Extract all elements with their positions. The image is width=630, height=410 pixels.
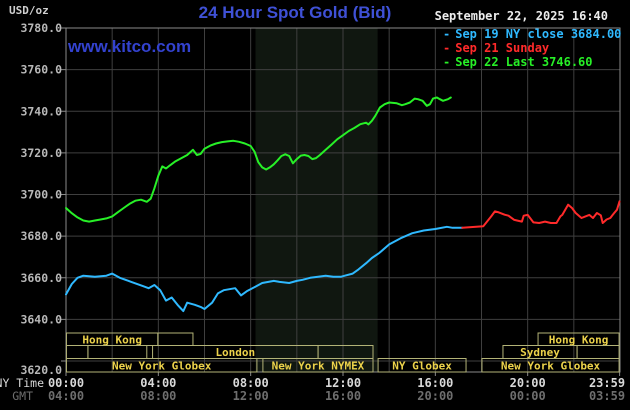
x-tick-gmt: 12:00 xyxy=(233,389,269,403)
legend-label: Sep 21 Sunday xyxy=(455,41,550,55)
x-tick-gmt: 00:00 xyxy=(510,389,546,403)
session-label: Sydney xyxy=(520,346,560,359)
legend-dash-icon: - xyxy=(443,41,451,55)
datetime-label: September 22, 2025 16:40 xyxy=(434,9,608,23)
session-label: New York NYMEX xyxy=(272,359,365,372)
x-tick-ny: 12:00 xyxy=(325,376,361,390)
series-line-sep22 xyxy=(65,96,452,223)
nymex-session-band xyxy=(255,28,378,372)
legend-item-sep-22: - Sep 22 Last 3746.60 xyxy=(443,55,621,69)
kitco-watermark: www.kitco.com xyxy=(68,37,192,56)
axis-ticks xyxy=(61,27,621,376)
y-tick-label: 3760.0 xyxy=(20,63,62,77)
session-box xyxy=(377,358,467,373)
gridlines xyxy=(66,28,620,372)
x-tick-ny: 08:00 xyxy=(233,376,269,390)
session-box xyxy=(576,345,620,359)
y-tick-label: 3740.0 xyxy=(20,104,62,118)
legend-item-sep-19: - Sep 19 NY close 3684.00 xyxy=(443,27,621,41)
legend-item-sep-21: - Sep 21 Sunday xyxy=(443,41,621,55)
y-axis-labels: 3780.0 3760.0 3740.0 3720.0 3700.0 3680.0 3660… xyxy=(20,21,62,377)
x-tick-ny: 16:00 xyxy=(417,376,453,390)
y-tick-label: 3680.0 xyxy=(20,229,62,243)
y-tick-label: 3780.0 xyxy=(20,21,62,35)
x-tick-gmt: 04:00 xyxy=(48,389,84,403)
series-line-sep21 xyxy=(461,200,621,229)
legend: - Sep 19 NY close 3684.00- Sep 21 Sunday - S… xyxy=(443,27,621,69)
legend-dash-icon: - xyxy=(443,27,451,41)
y-tick-label: 3620.0 xyxy=(20,363,62,377)
legend-label: Sep 19 NY close 3684.00 xyxy=(455,27,622,41)
session-box xyxy=(65,345,89,359)
y-tick-label: 3720.0 xyxy=(20,146,62,160)
session-label: New York Globex xyxy=(112,359,212,372)
session-box xyxy=(65,358,258,373)
page-title: 24 Hour Spot Gold (Bid) xyxy=(198,3,392,22)
ny-time-axis-label: NY Time xyxy=(0,376,44,390)
x-tick-gmt: 20:00 xyxy=(417,389,453,403)
x-tick-ny: 04:00 xyxy=(140,376,176,390)
x-tick-gmt: 03:59 xyxy=(589,389,625,403)
x-tick-ny: 00:00 xyxy=(48,376,84,390)
session-box xyxy=(157,332,194,346)
y-tick-label: 3660.0 xyxy=(20,271,62,285)
unit-label: USD/oz xyxy=(9,4,49,17)
session-box xyxy=(481,358,620,373)
x-tick-ny: 20:00 xyxy=(510,376,546,390)
session-label: London xyxy=(215,346,255,359)
legend-label: Sep 22 Last 3746.60 xyxy=(455,55,593,69)
gmt-axis-label: GMT xyxy=(12,389,33,403)
x-tick-gmt: 16:00 xyxy=(325,389,361,403)
x-tick-ny: 23:59 xyxy=(589,376,625,390)
y-tick-label: 3700.0 xyxy=(20,188,62,202)
session-box xyxy=(262,358,374,373)
session-box xyxy=(87,345,148,359)
x-tick-gmt: 08:00 xyxy=(140,389,176,403)
session-label: Hong Kong xyxy=(82,333,142,346)
session-label: New York Globex xyxy=(501,359,601,372)
series-line-sep19 xyxy=(65,225,464,313)
legend-dash-icon: - xyxy=(443,55,451,69)
session-label: NY Globex xyxy=(392,359,452,372)
session-label: Hong Kong xyxy=(549,333,609,346)
x-axis-labels: 00:00 04:00 08:00 12:00 16:00 20:00 23:5904:00… xyxy=(0,376,625,403)
y-tick-label: 3640.0 xyxy=(20,312,62,326)
